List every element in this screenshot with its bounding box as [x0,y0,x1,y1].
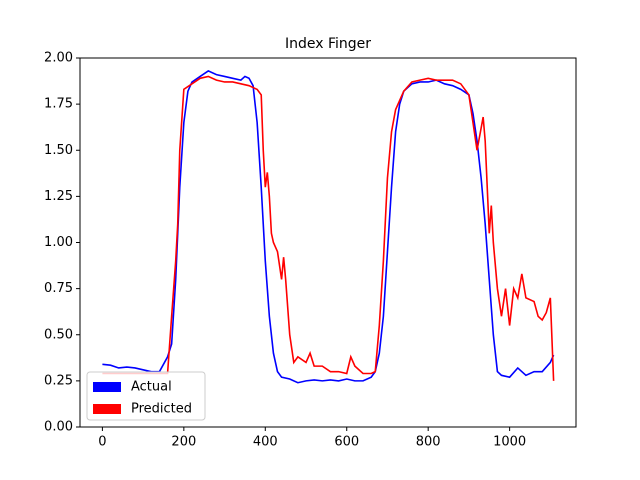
y-tick-label: 0.25 [44,373,73,388]
plot-frame [79,57,577,428]
chart-title: Index Finger [285,36,371,52]
y-tick-label: 1.50 [44,143,73,158]
x-tick-label: 200 [171,435,196,450]
y-tick-label: 0.50 [44,327,73,342]
x-tick-label: 0 [98,435,106,450]
legend-swatch [93,382,121,392]
y-tick-label: 2.00 [44,51,73,66]
y-tick-label: 1.25 [44,189,73,204]
y-tick-label: 0.00 [44,420,73,435]
legend: Actual Predicted [86,371,206,421]
y-tick-label: 1.75 [44,97,73,112]
legend-label: Actual [131,380,172,395]
line-series [102,75,555,381]
y-tick-label: 0.75 [44,281,73,296]
x-tick-label: 800 [416,435,441,450]
y-tick-label: 1.00 [44,235,73,250]
x-tick-label: 1000 [493,435,526,450]
line-series [102,70,555,384]
legend-swatch [93,404,121,414]
x-tick-label: 400 [253,435,278,450]
legend-label: Predicted [131,402,192,417]
x-tick-label: 600 [334,435,359,450]
